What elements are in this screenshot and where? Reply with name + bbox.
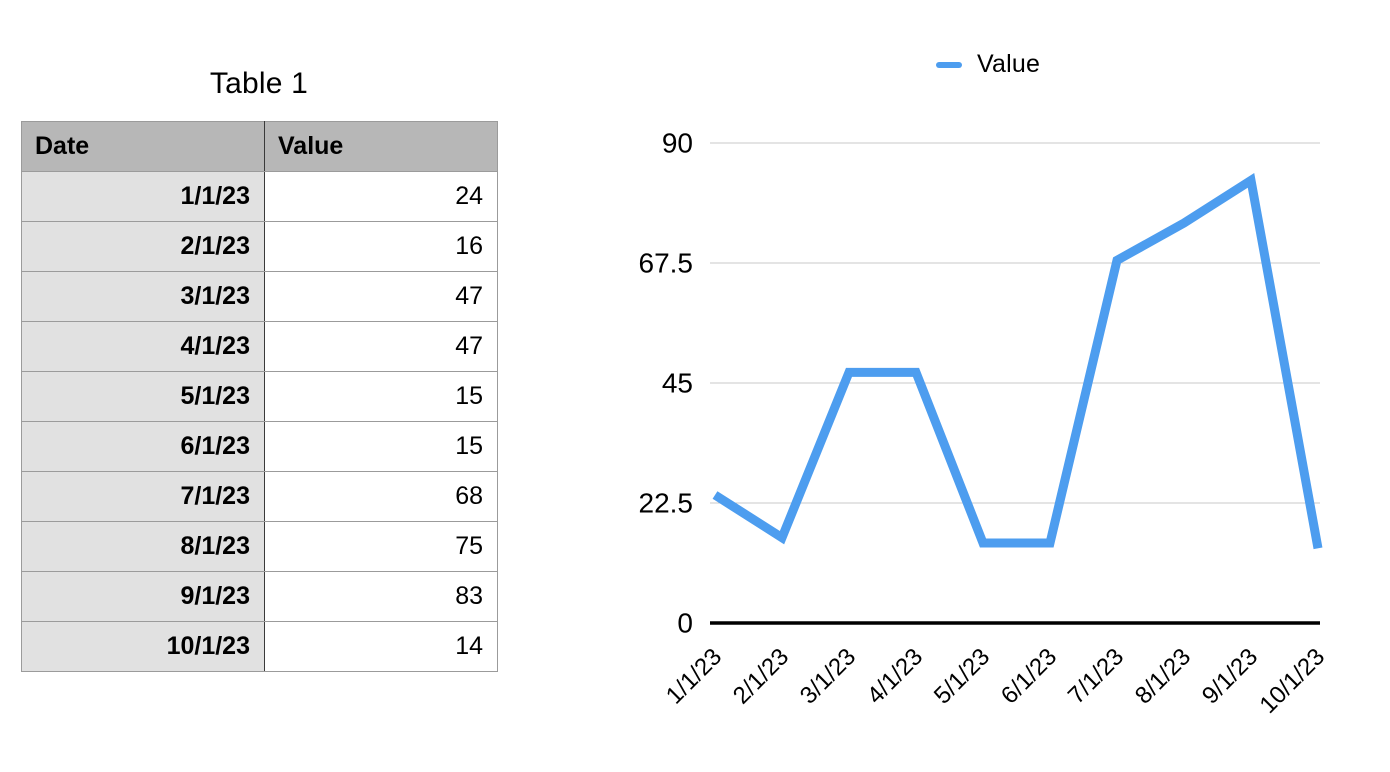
chart-canvas: 0 22.5 45 67.5 90 1/1/23 2/1/23 3/1/23 4/1/23 5/1… bbox=[639, 128, 1331, 719]
value-cell[interactable]: 47 bbox=[264, 321, 498, 372]
value-cell[interactable]: 16 bbox=[264, 221, 498, 272]
date-cell[interactable]: 7/1/23 bbox=[21, 471, 265, 522]
value-cell[interactable]: 83 bbox=[264, 571, 498, 622]
value-cell[interactable]: 75 bbox=[264, 521, 498, 572]
table-row: 8/1/23 75 bbox=[21, 521, 498, 572]
date-cell[interactable]: 6/1/23 bbox=[21, 421, 265, 472]
date-cell[interactable]: 2/1/23 bbox=[21, 221, 265, 272]
x-tick-label: 1/1/23 bbox=[661, 643, 727, 709]
y-tick-label: 22.5 bbox=[639, 488, 694, 519]
x-tick-label: 8/1/23 bbox=[1130, 643, 1196, 709]
y-tick-label: 45 bbox=[662, 368, 693, 399]
x-tick-label: 2/1/23 bbox=[728, 643, 794, 709]
table-title: Table 1 bbox=[209, 67, 309, 100]
chart-legend: Value bbox=[936, 50, 1040, 79]
column-header-value[interactable]: Value bbox=[264, 121, 498, 172]
legend-line-swatch bbox=[936, 61, 962, 68]
table-row: 6/1/23 15 bbox=[21, 421, 498, 472]
table-row: 9/1/23 83 bbox=[21, 571, 498, 622]
x-tick-label: 6/1/23 bbox=[996, 643, 1062, 709]
table-row: 3/1/23 47 bbox=[21, 271, 498, 322]
data-table: Date Value 1/1/23 24 2/1/23 16 3/1/23 47 4/1/23… bbox=[21, 121, 498, 672]
date-cell[interactable]: 1/1/23 bbox=[21, 171, 265, 222]
value-cell[interactable]: 68 bbox=[264, 471, 498, 522]
date-cell[interactable]: 8/1/23 bbox=[21, 521, 265, 572]
data-table-body: 1/1/23 24 2/1/23 16 3/1/23 47 4/1/23 47 5/1/23 15… bbox=[21, 171, 498, 672]
x-tick-label: 10/1/23 bbox=[1255, 643, 1331, 719]
date-cell[interactable]: 5/1/23 bbox=[21, 371, 265, 422]
y-tick-label: 90 bbox=[662, 128, 693, 159]
value-cell[interactable]: 15 bbox=[264, 371, 498, 422]
table-row: 10/1/23 14 bbox=[21, 621, 498, 672]
date-cell[interactable]: 10/1/23 bbox=[21, 621, 265, 672]
table-row: 2/1/23 16 bbox=[21, 221, 498, 272]
value-cell[interactable]: 24 bbox=[264, 171, 498, 222]
x-tick-label: 3/1/23 bbox=[795, 643, 861, 709]
table-panel: Table 1 Date Value 1/1/23 24 2/1/23 16 3/1/23… bbox=[21, 64, 498, 672]
table-header-row: Date Value bbox=[21, 121, 498, 172]
date-cell[interactable]: 4/1/23 bbox=[21, 321, 265, 372]
column-header-date[interactable]: Date bbox=[21, 121, 265, 172]
table-row: 5/1/23 15 bbox=[21, 371, 498, 422]
value-cell[interactable]: 47 bbox=[264, 271, 498, 322]
legend-label: Value bbox=[977, 50, 1041, 78]
x-tick-label: 4/1/23 bbox=[862, 643, 928, 709]
x-tick-label: 7/1/23 bbox=[1063, 643, 1129, 709]
date-cell[interactable]: 9/1/23 bbox=[21, 571, 265, 622]
line-series-value bbox=[712, 172, 1323, 550]
x-tick-label: 5/1/23 bbox=[929, 643, 995, 709]
table-row: 1/1/23 24 bbox=[21, 171, 498, 222]
x-tick-label: 9/1/23 bbox=[1197, 643, 1263, 709]
table-row: 4/1/23 47 bbox=[21, 321, 498, 372]
y-tick-label: 0 bbox=[677, 608, 693, 639]
value-cell[interactable]: 15 bbox=[264, 421, 498, 472]
y-tick-label: 67.5 bbox=[639, 248, 694, 279]
date-cell[interactable]: 3/1/23 bbox=[21, 271, 265, 322]
chart-area[interactable]: Value 0 22.5 45 67.5 90 1/1/23 2/1/23 3/1/23 4/1… bbox=[600, 30, 1390, 760]
value-cell[interactable]: 14 bbox=[264, 621, 498, 672]
table-row: 7/1/23 68 bbox=[21, 471, 498, 522]
